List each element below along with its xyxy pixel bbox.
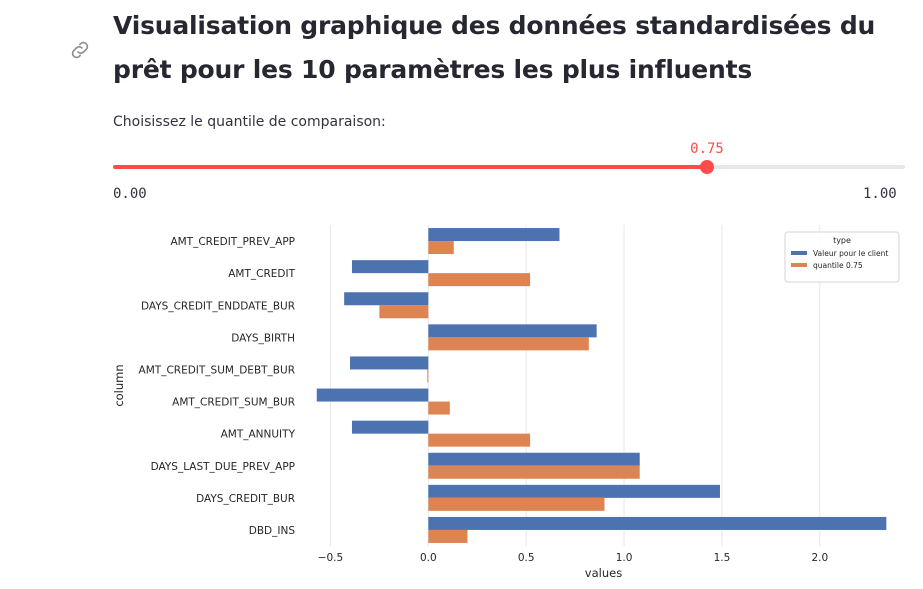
bar-client xyxy=(316,388,429,402)
bar-quantile xyxy=(428,465,640,479)
y-tick-label: DAYS_LAST_DUE_PREV_APP xyxy=(151,461,295,473)
bar-client xyxy=(428,484,720,498)
x-tick-label: 1.5 xyxy=(714,552,731,564)
slider-fill xyxy=(113,165,707,169)
bar-quantile xyxy=(428,529,468,543)
bar-quantile xyxy=(379,305,429,319)
slider-max-label: 1.00 xyxy=(863,186,897,202)
x-tick-label: 2.0 xyxy=(811,552,828,564)
slider-value: 0.75 xyxy=(690,141,724,157)
slider-min-label: 0.00 xyxy=(113,186,147,202)
x-axis-label: values xyxy=(585,566,622,580)
x-tick-label: −0.5 xyxy=(318,552,344,564)
link-icon[interactable] xyxy=(68,38,92,62)
page-title: Visualisation graphique des données stan… xyxy=(113,11,876,84)
x-tick-label: 0.5 xyxy=(518,552,535,564)
y-tick-label: DAYS_CREDIT_BUR xyxy=(196,493,295,505)
bar-client xyxy=(344,292,429,306)
y-tick-label: AMT_ANNUITY xyxy=(221,429,296,441)
legend-entry: Valeur pour le client xyxy=(813,249,888,258)
bar-client xyxy=(351,260,429,274)
legend-swatch xyxy=(791,251,807,255)
bar-quantile xyxy=(428,337,589,351)
y-tick-label: AMT_CREDIT_PREV_APP xyxy=(170,236,295,248)
y-tick-label: DAYS_BIRTH xyxy=(231,332,295,344)
slider-label: Choisissez le quantile de comparaison: xyxy=(113,114,386,130)
y-tick-label: AMT_CREDIT_SUM_DEBT_BUR xyxy=(139,364,295,376)
bar-chart: AMT_CREDIT_PREV_APP AMT_CREDIT DAYS_CREDIT… xyxy=(112,225,900,580)
bar-quantile xyxy=(428,433,531,447)
legend-entry: quantile 0.75 xyxy=(813,261,863,270)
legend-title: type xyxy=(833,236,851,245)
y-tick-label: DBD_INS xyxy=(249,525,296,537)
x-tick-label: 0.0 xyxy=(420,552,437,564)
quantile-slider[interactable] xyxy=(113,160,905,174)
y-axis-label: column xyxy=(112,364,126,406)
y-tick-label: AMT_CREDIT_SUM_BUR xyxy=(172,397,295,409)
bar-quantile xyxy=(427,369,429,383)
x-tick-label: 1.0 xyxy=(616,552,633,564)
legend-swatch xyxy=(791,263,807,267)
bar-quantile xyxy=(428,497,605,511)
bar-client xyxy=(428,228,560,242)
bar-quantile xyxy=(428,401,450,415)
bar-quantile xyxy=(428,273,531,287)
bar-quantile xyxy=(428,241,454,255)
bar-client xyxy=(350,356,429,370)
bar-client xyxy=(428,516,887,530)
y-tick-label: AMT_CREDIT xyxy=(228,268,295,280)
bar-client xyxy=(351,420,429,434)
bar-client xyxy=(428,452,640,466)
slider-thumb[interactable] xyxy=(700,160,714,174)
legend-box xyxy=(784,231,900,283)
y-tick-label: DAYS_CREDIT_ENDDATE_BUR xyxy=(141,300,295,312)
bar-client xyxy=(428,324,597,338)
